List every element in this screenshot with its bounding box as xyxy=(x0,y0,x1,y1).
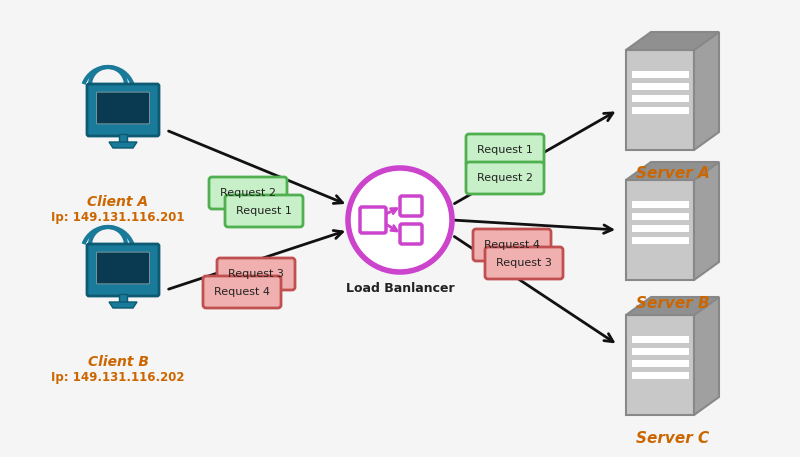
Text: Request 3: Request 3 xyxy=(228,269,284,279)
Polygon shape xyxy=(109,142,137,148)
Text: Ip: 149.131.116.201: Ip: 149.131.116.201 xyxy=(51,211,185,224)
Text: Client A: Client A xyxy=(87,195,149,209)
Text: Request 4: Request 4 xyxy=(214,287,270,297)
Text: Request 2: Request 2 xyxy=(477,173,533,183)
Text: Ip: 149.131.116.202: Ip: 149.131.116.202 xyxy=(51,371,185,384)
Text: Request 4: Request 4 xyxy=(484,240,540,250)
Text: Request 3: Request 3 xyxy=(496,258,552,268)
Text: Load Banlancer: Load Banlancer xyxy=(346,282,454,295)
FancyBboxPatch shape xyxy=(466,162,544,194)
Polygon shape xyxy=(694,32,719,150)
Polygon shape xyxy=(631,82,689,90)
FancyBboxPatch shape xyxy=(485,247,563,279)
Polygon shape xyxy=(631,212,689,220)
Polygon shape xyxy=(119,294,127,302)
Polygon shape xyxy=(631,371,689,379)
FancyBboxPatch shape xyxy=(203,276,281,308)
Polygon shape xyxy=(694,297,719,415)
Polygon shape xyxy=(626,297,719,315)
FancyBboxPatch shape xyxy=(225,195,303,227)
Text: Server A: Server A xyxy=(636,166,710,181)
Text: Client B: Client B xyxy=(87,355,149,369)
Polygon shape xyxy=(631,94,689,102)
Polygon shape xyxy=(626,180,694,280)
FancyBboxPatch shape xyxy=(87,244,159,296)
Polygon shape xyxy=(119,134,127,142)
Polygon shape xyxy=(631,106,689,114)
FancyBboxPatch shape xyxy=(473,229,551,261)
Text: Request 1: Request 1 xyxy=(477,145,533,155)
Polygon shape xyxy=(631,359,689,367)
FancyBboxPatch shape xyxy=(87,84,159,136)
Polygon shape xyxy=(631,224,689,232)
Polygon shape xyxy=(109,302,137,308)
Polygon shape xyxy=(626,32,719,50)
Circle shape xyxy=(348,168,452,272)
Text: Request 2: Request 2 xyxy=(220,188,276,198)
Polygon shape xyxy=(626,162,719,180)
FancyBboxPatch shape xyxy=(97,252,150,284)
Polygon shape xyxy=(694,162,719,280)
Text: Server B: Server B xyxy=(636,296,710,311)
FancyBboxPatch shape xyxy=(466,134,544,166)
Polygon shape xyxy=(631,335,689,343)
FancyBboxPatch shape xyxy=(217,258,295,290)
Polygon shape xyxy=(631,236,689,244)
FancyBboxPatch shape xyxy=(97,92,150,124)
Text: Server C: Server C xyxy=(636,431,709,446)
Text: Request 1: Request 1 xyxy=(236,206,292,216)
Polygon shape xyxy=(631,200,689,208)
Polygon shape xyxy=(631,70,689,78)
Polygon shape xyxy=(626,315,694,415)
FancyBboxPatch shape xyxy=(209,177,287,209)
Polygon shape xyxy=(626,50,694,150)
Polygon shape xyxy=(631,347,689,355)
